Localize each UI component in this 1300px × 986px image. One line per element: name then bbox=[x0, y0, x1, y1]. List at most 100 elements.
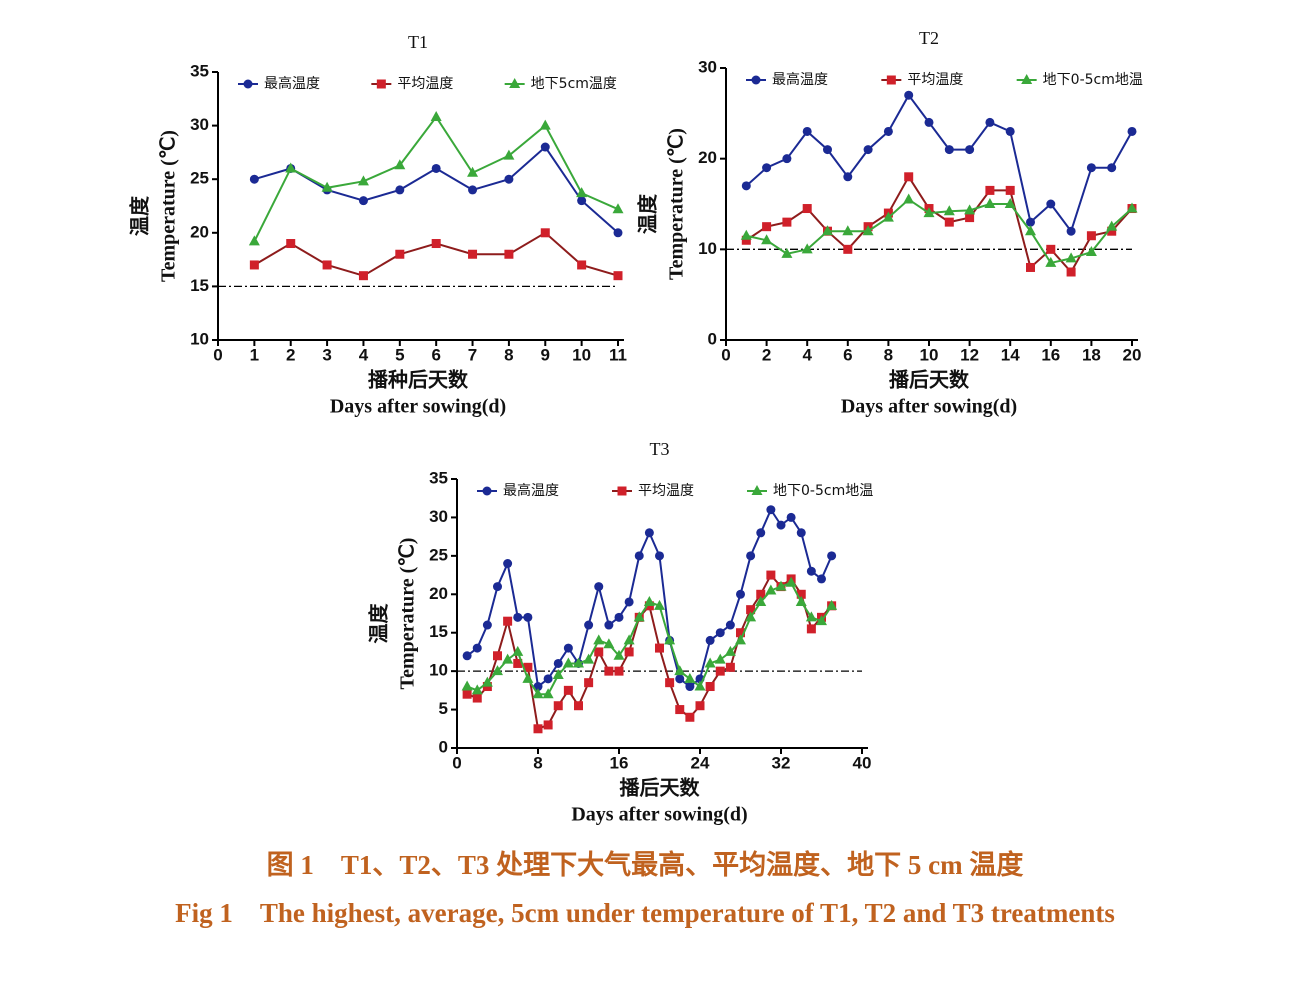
marker bbox=[1045, 256, 1057, 267]
marker bbox=[1025, 225, 1036, 236]
y-label: Temperature (℃) bbox=[666, 128, 688, 280]
marker bbox=[431, 163, 441, 173]
y-tick-label: 35 bbox=[190, 61, 209, 80]
y-label: Temperature (℃) bbox=[397, 538, 419, 690]
marker bbox=[512, 645, 524, 656]
marker bbox=[786, 512, 796, 522]
marker bbox=[612, 203, 624, 214]
caption-zh: 图 1 T1、T2、T3 处理下大气最高、平均温度、地下 5 cm 温度 bbox=[267, 849, 1024, 880]
marker bbox=[472, 643, 482, 653]
x-tick-label: 16 bbox=[610, 753, 629, 772]
marker bbox=[285, 162, 297, 173]
marker bbox=[796, 528, 806, 538]
marker bbox=[533, 682, 543, 692]
y-label: Temperature (℃) bbox=[158, 130, 180, 282]
marker bbox=[248, 235, 260, 246]
marker bbox=[594, 647, 604, 657]
marker bbox=[923, 207, 935, 218]
x-tick-label: 0 bbox=[452, 753, 461, 772]
marker bbox=[695, 701, 705, 711]
x-tick-label: 5 bbox=[395, 345, 404, 364]
marker bbox=[823, 145, 832, 155]
marker bbox=[584, 678, 594, 688]
y-tick-label: 0 bbox=[708, 329, 717, 348]
marker bbox=[503, 616, 513, 626]
marker bbox=[604, 620, 614, 630]
marker bbox=[782, 217, 792, 227]
marker bbox=[715, 666, 725, 676]
x-tick-label: 16 bbox=[1041, 345, 1060, 364]
marker bbox=[623, 634, 635, 645]
x-tick-label: 4 bbox=[802, 345, 812, 364]
marker bbox=[523, 612, 533, 622]
marker bbox=[563, 643, 573, 653]
marker bbox=[766, 505, 776, 515]
marker bbox=[745, 611, 757, 622]
marker bbox=[741, 235, 751, 245]
marker bbox=[644, 528, 654, 538]
marker bbox=[577, 196, 587, 206]
y-tick-label: 10 bbox=[698, 239, 717, 258]
marker bbox=[503, 559, 513, 569]
marker bbox=[715, 628, 725, 638]
x-tick-label: 0 bbox=[213, 345, 222, 364]
chart-title: T3 bbox=[650, 439, 670, 459]
marker bbox=[395, 249, 405, 259]
marker bbox=[746, 605, 756, 615]
legend-marker bbox=[482, 486, 492, 496]
marker bbox=[1085, 246, 1097, 257]
y-tick-label: 20 bbox=[190, 222, 209, 241]
marker bbox=[1005, 185, 1015, 195]
y-tick-label: 35 bbox=[429, 468, 448, 487]
marker bbox=[685, 682, 695, 692]
marker bbox=[776, 520, 786, 530]
marker bbox=[461, 680, 473, 691]
marker bbox=[613, 228, 623, 238]
marker bbox=[503, 149, 515, 160]
marker bbox=[1046, 244, 1056, 254]
marker bbox=[766, 570, 776, 580]
legend-label: 最高温度 bbox=[264, 75, 320, 92]
marker bbox=[735, 634, 746, 645]
marker bbox=[746, 551, 756, 561]
x-tick-label: 8 bbox=[504, 345, 513, 364]
y-tick-label: 20 bbox=[429, 584, 448, 603]
legend-marker bbox=[886, 75, 896, 85]
marker bbox=[573, 657, 584, 668]
x-tick-label: 3 bbox=[322, 345, 331, 364]
marker bbox=[522, 672, 534, 683]
marker bbox=[614, 666, 624, 676]
marker bbox=[462, 689, 472, 699]
legend-marker bbox=[243, 79, 253, 89]
marker bbox=[1107, 163, 1117, 173]
marker bbox=[1046, 199, 1056, 209]
marker bbox=[665, 678, 675, 688]
x-tick-label: 12 bbox=[960, 345, 979, 364]
marker bbox=[762, 222, 772, 232]
x-tick-label: 6 bbox=[431, 345, 440, 364]
marker bbox=[613, 271, 623, 281]
marker bbox=[965, 213, 975, 223]
marker bbox=[795, 595, 807, 606]
legend-marker bbox=[751, 485, 763, 495]
marker bbox=[843, 244, 853, 254]
legend-label: 平均温度 bbox=[397, 76, 453, 92]
legend-label: 平均温度 bbox=[907, 72, 963, 88]
y-tick-label: 20 bbox=[698, 148, 717, 167]
marker bbox=[736, 628, 745, 638]
marker bbox=[761, 234, 773, 245]
marker bbox=[286, 239, 296, 249]
marker bbox=[714, 653, 726, 664]
marker bbox=[862, 225, 874, 236]
marker bbox=[513, 612, 523, 622]
x-label: Days after sowing(d) bbox=[330, 396, 506, 418]
marker bbox=[594, 582, 604, 592]
marker bbox=[624, 597, 634, 607]
marker bbox=[740, 229, 752, 240]
marker bbox=[725, 662, 735, 672]
marker bbox=[523, 662, 533, 672]
marker bbox=[724, 645, 736, 656]
marker bbox=[1026, 217, 1035, 227]
marker bbox=[762, 163, 772, 173]
legend-label: 最高温度 bbox=[772, 71, 828, 88]
